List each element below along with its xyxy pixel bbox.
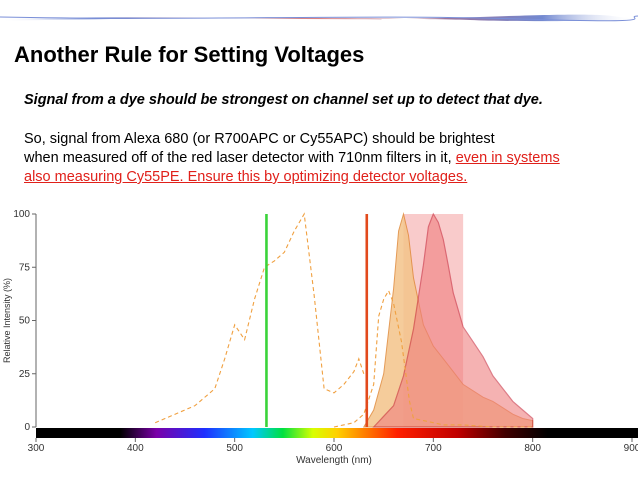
y-axis-label: Relative Intensity (%): [2, 278, 12, 363]
y-tick-label-75: 75: [19, 262, 31, 273]
x-tick-label-300: 300: [28, 443, 45, 454]
y-tick-label-50: 50: [19, 316, 31, 327]
body-line-2-emphasis: even in systems: [455, 150, 560, 166]
x-tick-label-800: 800: [524, 443, 541, 454]
body-line-3-emphasis: also measuring Cy55PE. Ensure this by op…: [24, 169, 468, 185]
x-tick-label-400: 400: [127, 443, 144, 454]
excitation-curve-2: [333, 289, 533, 428]
x-tick-label-900: 900: [624, 443, 638, 454]
spectrum-color-bar: [36, 428, 638, 438]
body-line-1: So, signal from Alexa 680 (or R700APC or…: [24, 131, 495, 147]
body-line-2: when measured off of the red laser detec…: [24, 150, 456, 166]
slide-title: Another Rule for Setting Voltages: [14, 42, 365, 67]
lead-statement: Signal from a dye should be strongest on…: [24, 92, 543, 108]
body-paragraph: So, signal from Alexa 680 (or R700APC or…: [24, 130, 634, 187]
x-tick-label-700: 700: [425, 443, 442, 454]
emission-red-area: [372, 212, 534, 428]
y-tick-label-0: 0: [24, 422, 30, 433]
excitation-curve-1: [154, 212, 365, 424]
decorative-header-bar: [0, 14, 638, 22]
y-tick-label-25: 25: [19, 369, 31, 380]
x-tick-label-500: 500: [226, 443, 243, 454]
x-tick-label-600: 600: [326, 443, 343, 454]
x-axis-label: Wavelength (nm): [296, 455, 372, 466]
spectrum-chart: 300 400 500 600 700 800 900 0 25 50 75 100 Wavelengt…: [2, 209, 638, 466]
y-tick-label-100: 100: [13, 209, 30, 220]
